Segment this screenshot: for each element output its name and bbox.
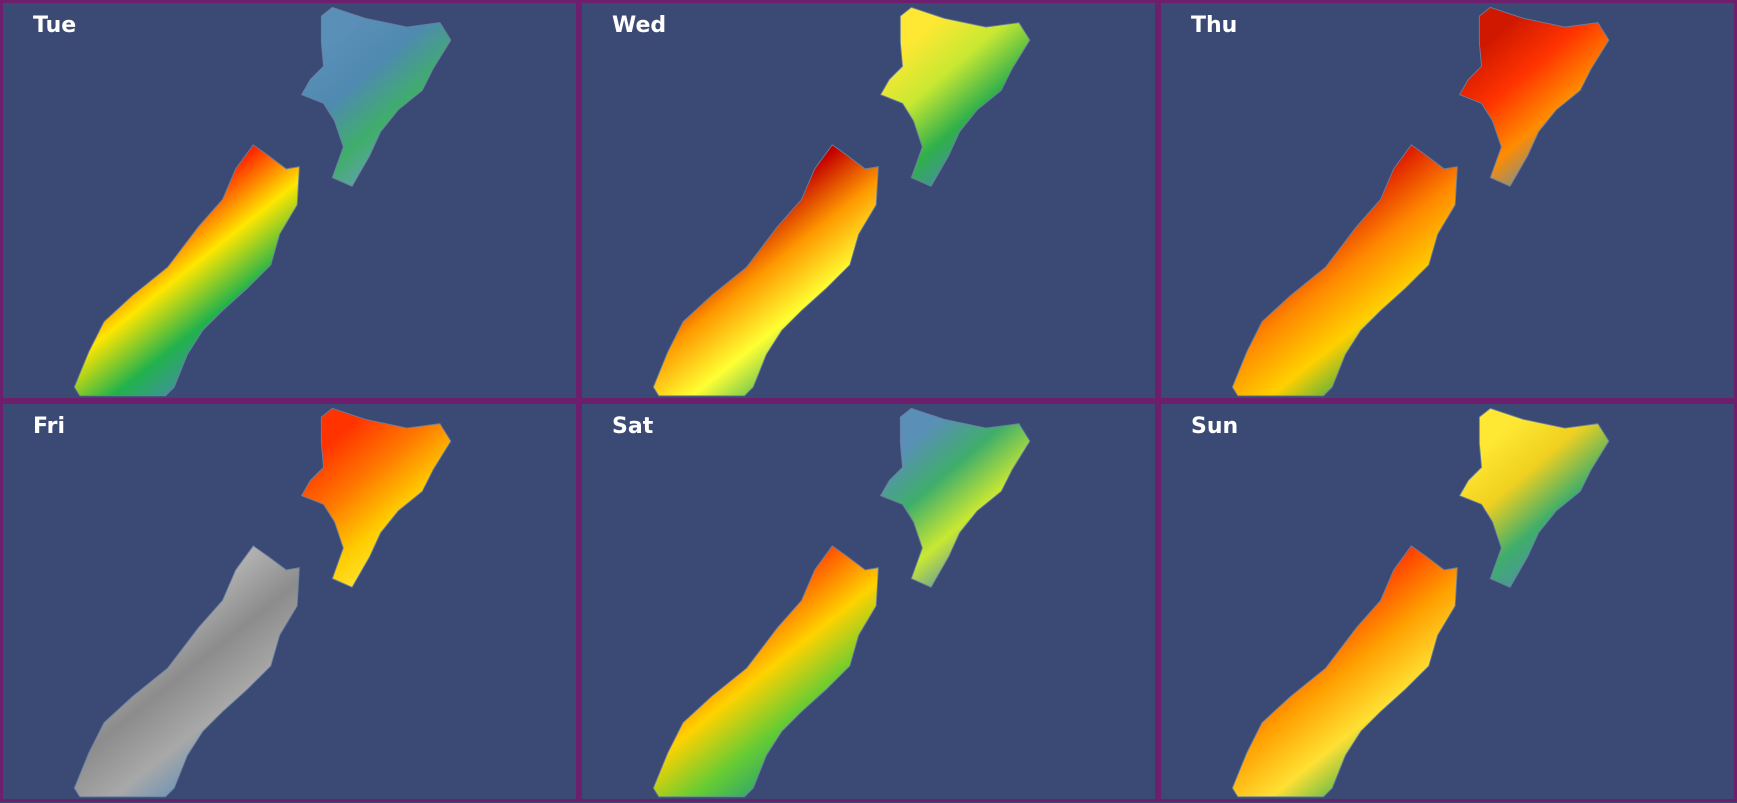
south-island: [652, 144, 879, 397]
south-island: [1231, 545, 1458, 798]
forecast-panel: Thu: [1158, 0, 1737, 401]
map: [1231, 407, 1610, 798]
day-label: Sat: [612, 414, 654, 439]
south-island: [1231, 144, 1458, 397]
forecast-panel: Sun: [1158, 401, 1737, 802]
north-island: [1458, 407, 1610, 588]
map: [73, 6, 452, 397]
map: [652, 6, 1031, 397]
south-island: [652, 545, 879, 798]
north-island: [300, 6, 452, 187]
map: [73, 407, 452, 798]
north-island: [1458, 6, 1610, 187]
day-label: Fri: [33, 414, 66, 439]
forecast-panel: Tue: [0, 0, 579, 401]
map: [1231, 6, 1610, 397]
map: [652, 407, 1031, 798]
forecast-panel: Fri: [0, 401, 579, 802]
day-label: Thu: [1191, 13, 1238, 38]
day-label: Wed: [612, 13, 667, 38]
north-island: [300, 407, 452, 588]
forecast-panel: Wed: [579, 0, 1158, 401]
day-label: Sun: [1191, 414, 1239, 439]
north-island: [879, 6, 1031, 187]
day-label: Tue: [33, 13, 77, 38]
south-island: [73, 144, 300, 397]
forecast-panel: Sat: [579, 401, 1158, 802]
north-island: [879, 407, 1031, 588]
south-island: [73, 545, 300, 798]
